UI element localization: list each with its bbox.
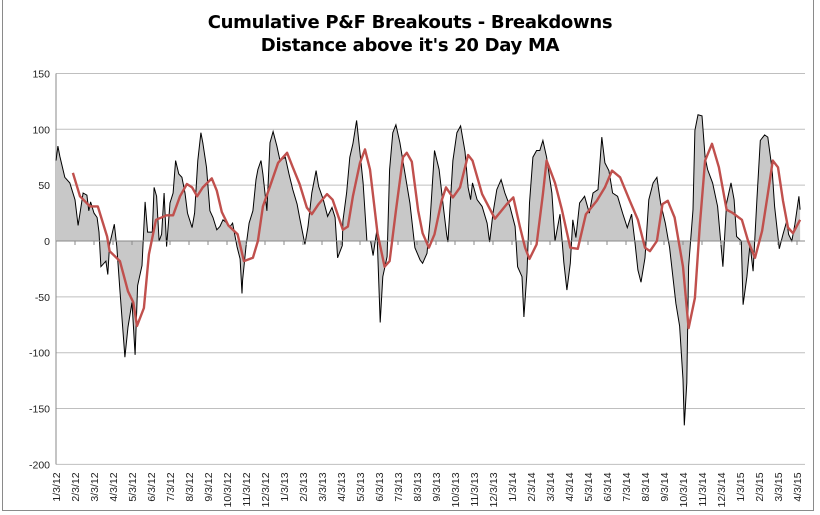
x-tick-label: 10/3/13	[450, 472, 462, 507]
y-tick-label: -100	[29, 348, 50, 360]
y-tick-label: -200	[29, 459, 50, 471]
x-tick-label: 11/3/12	[241, 472, 253, 506]
x-tick-label: 5/3/12	[127, 472, 139, 501]
x-tick-label: 5/3/13	[355, 472, 367, 501]
x-tick-label: 2/3/15	[754, 472, 766, 501]
y-tick-label: -150	[29, 404, 50, 416]
x-tick-label: 4/3/15	[792, 472, 804, 501]
x-tick-label: 1/3/12	[51, 472, 63, 501]
x-tick-label: 4/3/12	[108, 472, 120, 501]
x-tick-label: 9/3/12	[203, 472, 215, 501]
y-tick-label: 150	[32, 68, 50, 80]
y-tick-label: 50	[38, 180, 50, 192]
x-tick-label: 10/3/12	[222, 472, 234, 507]
x-tick-label: 7/3/12	[165, 472, 177, 501]
x-tick-label: 2/3/13	[298, 472, 310, 501]
x-tick-label: 8/3/13	[412, 472, 424, 501]
x-tick-label: 11/3/14	[697, 472, 709, 506]
y-tick-label: 100	[32, 124, 50, 136]
x-tick-label: 1/3/14	[507, 472, 519, 501]
x-tick-label: 7/3/13	[393, 472, 405, 501]
x-tick-label: 9/3/13	[431, 472, 443, 501]
chart-title: Cumulative P&F Breakouts - Breakdowns	[207, 12, 613, 33]
x-tick-label: 3/3/12	[89, 472, 101, 501]
x-tick-label: 7/3/14	[621, 472, 633, 501]
x-tick-label: 2/3/14	[526, 472, 538, 501]
x-tick-label: 1/3/15	[735, 472, 747, 501]
x-tick-label: 5/3/14	[583, 472, 595, 501]
x-tick-label: 10/3/14	[678, 472, 690, 507]
x-tick-label: 12/3/13	[488, 472, 500, 507]
moving-average-line	[71, 142, 802, 330]
y-tick-label: -50	[35, 292, 50, 304]
x-tick-label: 6/3/13	[374, 472, 386, 501]
x-tick-label: 6/3/12	[146, 472, 158, 501]
x-tick-label: 4/3/14	[564, 472, 576, 501]
x-tick-label: 1/3/13	[279, 472, 291, 501]
x-tick-label: 9/3/14	[659, 472, 671, 501]
series-line	[55, 114, 801, 426]
chart-subtitle: Distance above it's 20 Day MA	[260, 35, 560, 56]
x-tick-label: 4/3/13	[336, 472, 348, 501]
x-tick-label: 6/3/14	[602, 472, 614, 501]
x-tick-label: 8/3/14	[640, 472, 652, 501]
y-tick-label: 0	[44, 236, 50, 248]
x-tick-label: 2/3/12	[70, 472, 82, 501]
x-tick-label: 3/3/15	[773, 472, 785, 501]
x-tick-label: 12/3/12	[260, 472, 272, 507]
x-tick-label: 12/3/14	[716, 472, 728, 507]
x-tick-label: 3/3/14	[545, 472, 557, 501]
x-tick-label: 8/3/12	[184, 472, 196, 501]
x-tick-label: 3/3/13	[317, 472, 329, 501]
x-tick-label: 11/3/13	[469, 472, 481, 506]
